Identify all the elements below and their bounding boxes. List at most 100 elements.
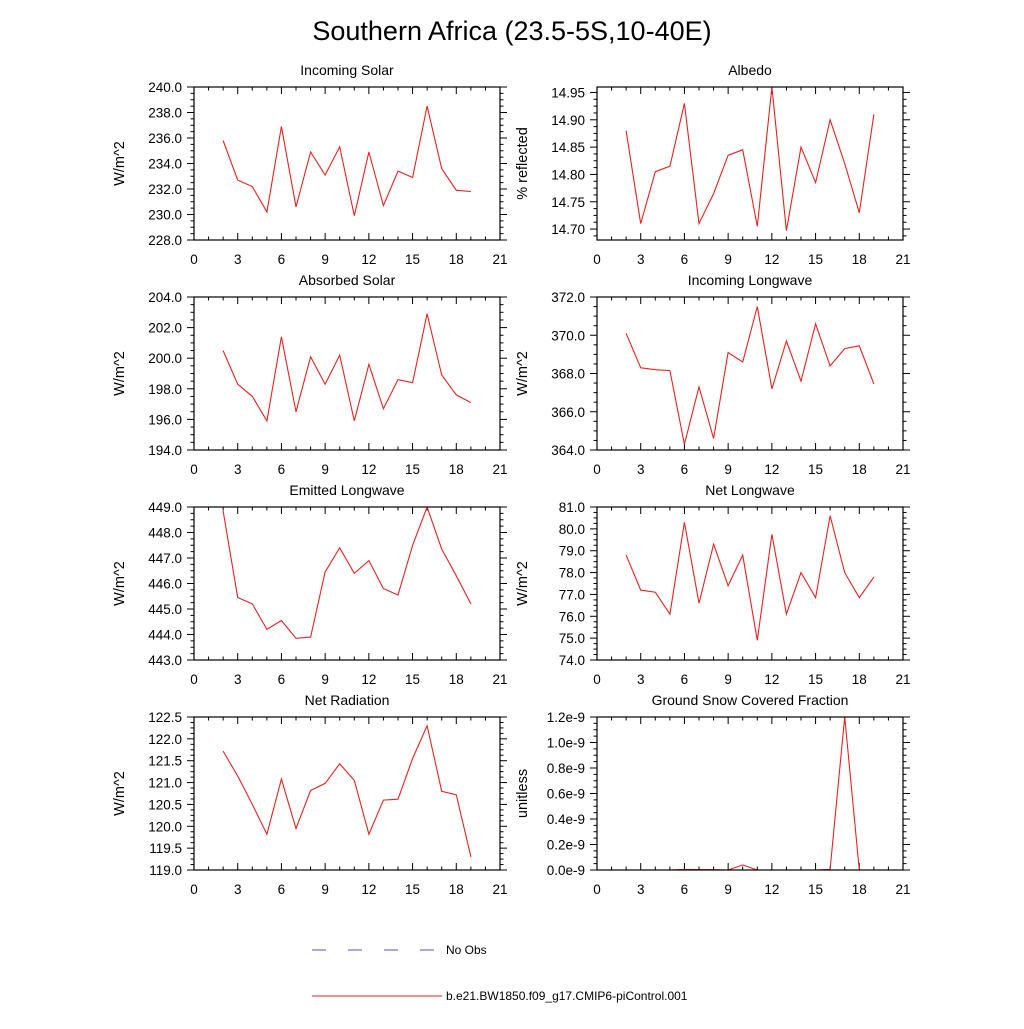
y-tick-label: 119.0 (149, 863, 182, 878)
x-tick-label: 9 (724, 882, 732, 897)
panel-title: Ground Snow Covered Fraction (652, 692, 849, 708)
x-tick-label: 12 (764, 462, 779, 477)
y-axis-label: W/m^2 (112, 141, 128, 186)
plot-frame (193, 296, 501, 451)
x-tick-label: 3 (637, 462, 645, 477)
series-line (222, 105, 471, 216)
y-tick-label: 120.5 (148, 797, 182, 812)
y-tick-label: 230.0 (148, 208, 182, 223)
panel-7: Net Radiation W/m^2 0 3 6 9 12 15 18 21 119.0 119.5… (112, 692, 508, 897)
y-tick-label: 444.0 (148, 628, 182, 643)
y-tick-label: 236.0 (148, 131, 182, 146)
plot-frame (193, 506, 501, 661)
x-tick-label: 12 (361, 672, 376, 687)
x-tick-label: 21 (492, 252, 507, 267)
y-tick-label: 0.8e-9 (547, 761, 585, 776)
x-tick-label: 15 (405, 462, 420, 477)
x-tick-label: 18 (449, 252, 464, 267)
x-tick-label: 9 (321, 252, 329, 267)
y-tick-label: 232.0 (148, 182, 182, 197)
series-line (222, 723, 472, 858)
x-tick-label: 15 (405, 252, 420, 267)
series-line (222, 507, 472, 639)
panel-title: Net Longwave (705, 482, 795, 498)
x-tick-label: 12 (764, 882, 779, 897)
plot-frame (596, 86, 904, 241)
x-tick-label: 12 (361, 462, 376, 477)
y-tick-label: 76.0 (559, 609, 585, 624)
panel-5: Emitted Longwave W/m^2 0 3 6 9 12 15 18 21 443.0 44… (112, 482, 508, 687)
y-tick-label: 0.6e-9 (547, 787, 585, 802)
x-tick-label: 6 (681, 882, 689, 897)
y-tick-label: 75.0 (559, 631, 585, 646)
x-tick-label: 15 (808, 462, 823, 477)
x-tick-label: 0 (593, 672, 601, 687)
x-tick-label: 9 (724, 672, 732, 687)
series-line (625, 87, 875, 231)
x-tick-label: 6 (681, 672, 689, 687)
x-tick-label: 18 (852, 252, 867, 267)
y-tick-label: 196.0 (148, 412, 182, 427)
x-tick-label: 12 (361, 252, 376, 267)
x-tick-label: 18 (852, 672, 867, 687)
y-tick-label: 238.0 (148, 106, 182, 121)
x-tick-label: 3 (234, 252, 242, 267)
y-tick-label: 120.0 (148, 819, 182, 834)
x-tick-label: 0 (190, 672, 198, 687)
panel-title: Albedo (728, 62, 772, 78)
x-tick-label: 15 (808, 672, 823, 687)
x-tick-label: 9 (724, 252, 732, 267)
panel-1: Incoming Solar W/m^2 0 3 6 9 12 15 18 21 228.0 230.… (112, 62, 508, 267)
x-tick-label: 6 (278, 462, 286, 477)
x-tick-label: 0 (593, 462, 601, 477)
y-tick-label: 78.0 (559, 566, 585, 581)
y-tick-label: 445.0 (148, 602, 182, 617)
y-tick-label: 202.0 (148, 321, 182, 336)
y-tick-label: 77.0 (559, 587, 585, 602)
y-tick-label: 449.0 (148, 500, 182, 515)
x-tick-label: 15 (808, 882, 823, 897)
x-tick-label: 3 (637, 252, 645, 267)
x-tick-label: 15 (405, 672, 420, 687)
x-tick-label: 21 (492, 882, 507, 897)
y-tick-label: 200.0 (148, 351, 182, 366)
y-tick-label: 447.0 (148, 551, 182, 566)
plot-frame (596, 716, 904, 871)
x-tick-label: 3 (637, 882, 645, 897)
y-tick-label: 364.0 (551, 443, 585, 458)
x-tick-label: 15 (405, 882, 420, 897)
x-tick-label: 3 (234, 462, 242, 477)
panel-title: Net Radiation (305, 692, 390, 708)
y-axis-label: % reflected (515, 127, 531, 200)
x-tick-label: 9 (321, 462, 329, 477)
series-line (222, 313, 472, 423)
y-axis-label: W/m^2 (515, 561, 531, 606)
y-tick-label: 79.0 (559, 544, 585, 559)
x-tick-label: 18 (852, 882, 867, 897)
panel-title: Incoming Solar (300, 62, 394, 78)
legend: No Obs b.e21.BW1850.f09_g17.CMIP6-piCont… (312, 943, 688, 1003)
y-tick-label: 234.0 (148, 157, 182, 172)
x-tick-label: 21 (492, 672, 507, 687)
y-tick-label: 448.0 (148, 526, 182, 541)
legend-model-label: b.e21.BW1850.f09_g17.CMIP6-piControl.001 (446, 989, 688, 1003)
x-tick-label: 21 (895, 252, 910, 267)
y-axis-label: unitless (515, 769, 531, 818)
x-tick-label: 0 (190, 462, 198, 477)
y-axis-label: W/m^2 (112, 351, 128, 396)
panel-8: Ground Snow Covered Fraction unitless 0 3 6 9… (515, 692, 911, 897)
panel-title: Emitted Longwave (289, 482, 404, 498)
y-tick-label: 121.0 (148, 776, 182, 791)
x-tick-label: 9 (321, 882, 329, 897)
y-tick-label: 14.85 (551, 140, 585, 155)
plot-frame (596, 296, 904, 451)
panels: Incoming Solar W/m^2 0 3 6 9 12 15 18 21 228.0 230.… (112, 62, 911, 897)
x-tick-label: 12 (361, 882, 376, 897)
legend-obs-label: No Obs (446, 943, 487, 957)
x-tick-label: 15 (808, 252, 823, 267)
y-axis-label: W/m^2 (112, 561, 128, 606)
y-tick-label: 81.0 (559, 500, 585, 515)
x-tick-label: 6 (278, 672, 286, 687)
y-tick-label: 0.4e-9 (547, 812, 585, 827)
